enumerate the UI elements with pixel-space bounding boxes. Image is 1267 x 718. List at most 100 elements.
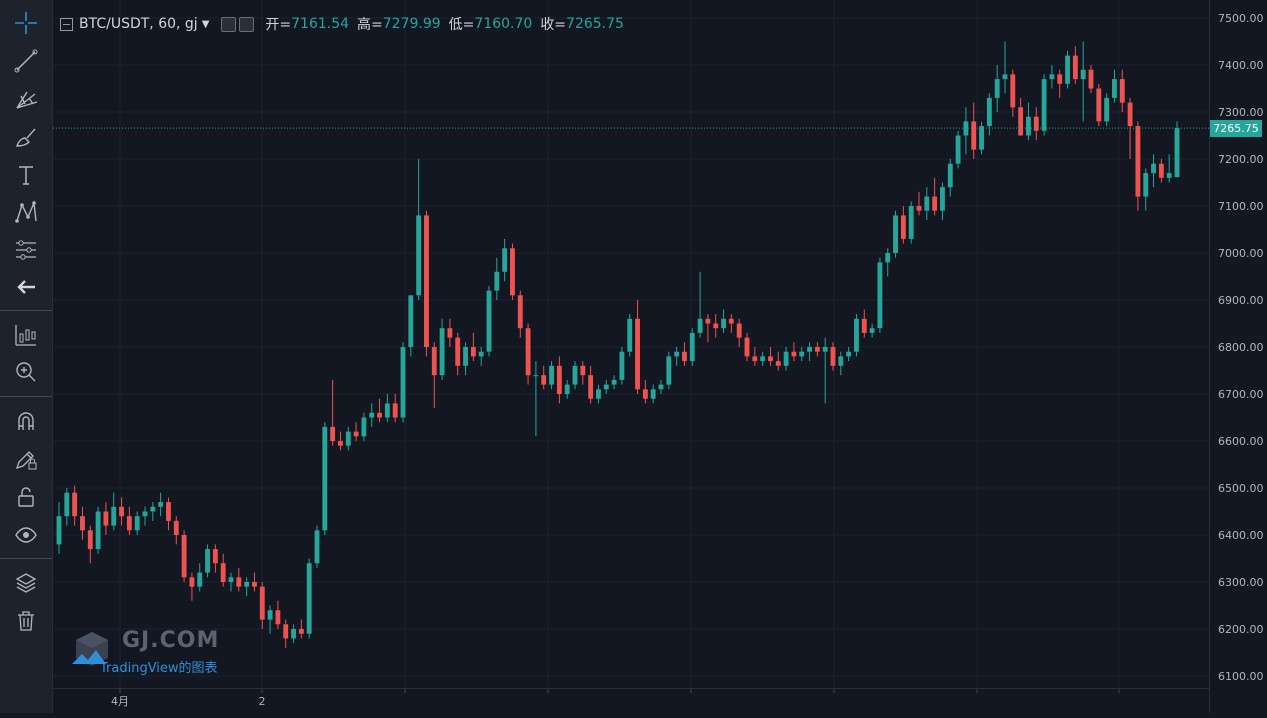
candle-body — [1026, 116, 1031, 136]
candle — [838, 351, 844, 376]
candle — [158, 492, 164, 517]
candlestick-chart[interactable] — [53, 0, 1209, 688]
measure-icon[interactable] — [10, 320, 42, 350]
toolbar-separator — [0, 558, 52, 559]
candle — [713, 314, 719, 338]
candle-body — [940, 187, 945, 211]
candle-body — [455, 337, 461, 366]
collapse-legend-icon[interactable] — [60, 17, 73, 31]
candle-body — [64, 492, 70, 517]
candle — [924, 187, 930, 221]
candle — [119, 497, 124, 526]
candle — [1143, 168, 1149, 211]
candle — [979, 121, 984, 155]
candle-body — [893, 215, 898, 253]
eye-icon[interactable] — [10, 520, 42, 550]
candle-body — [1072, 55, 1078, 80]
candle-body — [674, 351, 680, 357]
price-tick-label: 7200.00 — [1218, 153, 1264, 166]
candle — [502, 238, 508, 282]
candle-body — [1166, 173, 1172, 178]
candle — [142, 506, 148, 526]
candle — [166, 497, 171, 531]
candle — [846, 347, 852, 362]
candle-body — [416, 215, 422, 296]
candle-body — [744, 337, 750, 357]
candle-body — [1018, 107, 1024, 136]
candle-body — [338, 441, 343, 446]
candle — [510, 243, 515, 300]
candle-body — [916, 206, 922, 211]
prediction-icon[interactable] — [10, 235, 42, 265]
candle — [369, 403, 375, 427]
draw-lock-icon[interactable] — [10, 444, 42, 474]
candle-body — [932, 196, 938, 211]
candle-body — [1010, 74, 1016, 108]
chart-legend: BTC/USDT, 60, gj ▼ 开= 7161.54 高= 7279.99 低… — [60, 13, 624, 35]
candle-body — [1041, 79, 1047, 131]
price-tick-label: 6100.00 — [1218, 670, 1264, 683]
symbol-label[interactable]: BTC/USDT, 60, gj — [79, 16, 198, 32]
candle-body — [111, 506, 117, 526]
candle-body — [1080, 69, 1086, 80]
candle-body — [158, 502, 164, 507]
candle — [377, 398, 382, 423]
candle-body — [986, 97, 992, 127]
candle-body — [854, 318, 859, 352]
candle — [627, 314, 633, 357]
candle — [916, 191, 922, 216]
price-axis[interactable]: 7500.00 7400.00 7300.00 7200.00 7100.00 7000.… — [1209, 0, 1267, 713]
candle-body — [1151, 163, 1156, 174]
candle-body — [869, 328, 875, 333]
candle — [728, 314, 734, 333]
candle-body — [228, 577, 234, 582]
candle-body — [494, 271, 500, 291]
candle — [869, 323, 875, 338]
pitchfork-icon[interactable] — [10, 84, 42, 114]
candle-body — [572, 365, 578, 385]
candle-body — [431, 347, 437, 376]
low-readout: 低= 7160.70 — [449, 14, 533, 34]
candle — [588, 365, 594, 404]
candle — [900, 206, 906, 244]
candle-body — [283, 624, 289, 639]
candle-body — [166, 502, 171, 521]
zoom-in-icon[interactable] — [10, 357, 42, 387]
candle — [322, 422, 328, 535]
text-icon[interactable] — [10, 160, 42, 190]
lock-icon[interactable] — [10, 482, 42, 512]
candle-body — [627, 318, 633, 352]
time-axis[interactable]: 4月 2 — [53, 688, 1209, 714]
pattern-icon[interactable] — [10, 197, 42, 227]
candle — [314, 525, 320, 568]
magnet-icon[interactable] — [10, 406, 42, 436]
candle — [64, 488, 70, 526]
settings-icon[interactable] — [221, 16, 237, 32]
candle-body — [103, 511, 109, 526]
candle — [1041, 74, 1047, 136]
chart-pane[interactable] — [53, 0, 1209, 688]
toolbar-separator — [0, 396, 52, 397]
candle — [126, 506, 132, 535]
high-label: 高= — [357, 17, 383, 33]
brush-icon[interactable] — [10, 122, 42, 152]
back-arrow-icon[interactable] — [10, 272, 42, 302]
candle-body — [322, 426, 328, 531]
candle-body — [783, 351, 789, 366]
layers-icon[interactable] — [10, 568, 42, 598]
candle-body — [244, 582, 250, 587]
candle — [775, 351, 781, 371]
price-tick-label: 6600.00 — [1218, 435, 1264, 448]
candle — [353, 422, 359, 441]
chevron-down-icon[interactable]: ▼ — [201, 18, 210, 30]
close-icon[interactable] — [239, 16, 255, 32]
crosshair-icon[interactable] — [10, 8, 42, 38]
candle — [885, 248, 891, 277]
price-tick-label: 7500.00 — [1218, 12, 1264, 25]
trend-line-icon[interactable] — [10, 46, 42, 76]
tradingview-link[interactable]: TradingView的图表 — [100, 661, 218, 676]
candle — [259, 582, 265, 629]
candle — [580, 361, 586, 385]
trash-icon[interactable] — [10, 606, 42, 636]
candle — [1088, 65, 1094, 94]
